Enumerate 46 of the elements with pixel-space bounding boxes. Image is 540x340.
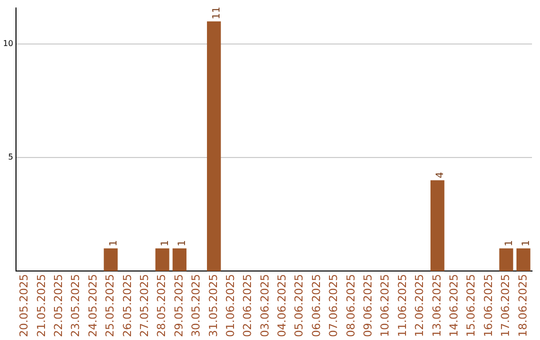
x-tick-label: 08.06.2025 — [344, 274, 358, 338]
x-tick-label: 04.06.2025 — [276, 274, 289, 338]
data-label: 1 — [520, 240, 532, 246]
x-tick-label: 25.05.2025 — [104, 274, 117, 338]
bar — [499, 248, 514, 272]
x-tick-label: 11.06.2025 — [396, 274, 409, 338]
x-tick-label: 06.06.2025 — [310, 274, 323, 338]
x-tick-label: 31.05.2025 — [206, 274, 220, 338]
x-tick-label: 17.06.2025 — [499, 274, 512, 338]
x-tick-label: 30.05.2025 — [190, 274, 203, 338]
bar — [516, 248, 530, 272]
data-label: 1 — [108, 240, 120, 246]
x-tick-label: 22.05.2025 — [52, 274, 66, 338]
x-tick-label: 21.05.2025 — [34, 274, 48, 338]
data-label: 1 — [504, 240, 515, 246]
x-tick-label: 01.06.2025 — [224, 274, 237, 338]
x-tick-label: 03.06.2025 — [258, 274, 272, 338]
bar — [430, 180, 444, 272]
x-tick-label: 14.06.2025 — [447, 274, 460, 338]
x-tick-label: 05.06.2025 — [292, 274, 306, 338]
y-tick-label: 10 — [2, 39, 14, 48]
x-tick-label: 02.06.2025 — [241, 274, 254, 338]
bar — [172, 248, 186, 272]
x-tick-label: 09.06.2025 — [362, 274, 375, 338]
x-tick-label: 18.06.2025 — [516, 274, 530, 338]
data-label: 4 — [435, 172, 446, 178]
x-tick-label: 13.06.2025 — [430, 274, 444, 338]
x-tick-label: 29.05.2025 — [172, 274, 186, 338]
x-tick-label: 28.05.2025 — [155, 274, 168, 338]
data-label: 1 — [177, 240, 188, 246]
data-label: 11 — [212, 6, 223, 20]
bar — [155, 248, 170, 272]
x-tick-label: 15.06.2025 — [464, 274, 478, 338]
x-tick-label: 24.05.2025 — [86, 274, 100, 338]
x-tick-label: 23.05.2025 — [69, 274, 82, 338]
y-tick-label: 5 — [8, 152, 14, 162]
x-tick-label: 10.06.2025 — [378, 274, 392, 338]
x-tick-label: 27.05.2025 — [138, 274, 151, 338]
data-label: 1 — [160, 240, 171, 246]
x-tick-label: 20.05.2025 — [18, 274, 31, 338]
bar — [104, 248, 118, 272]
x-tick-label: 16.06.2025 — [482, 274, 495, 338]
bar — [206, 21, 221, 272]
x-tick-label: 07.06.2025 — [327, 274, 340, 338]
x-tick-label: 12.06.2025 — [413, 274, 426, 338]
x-tick-label: 26.05.2025 — [120, 274, 134, 338]
